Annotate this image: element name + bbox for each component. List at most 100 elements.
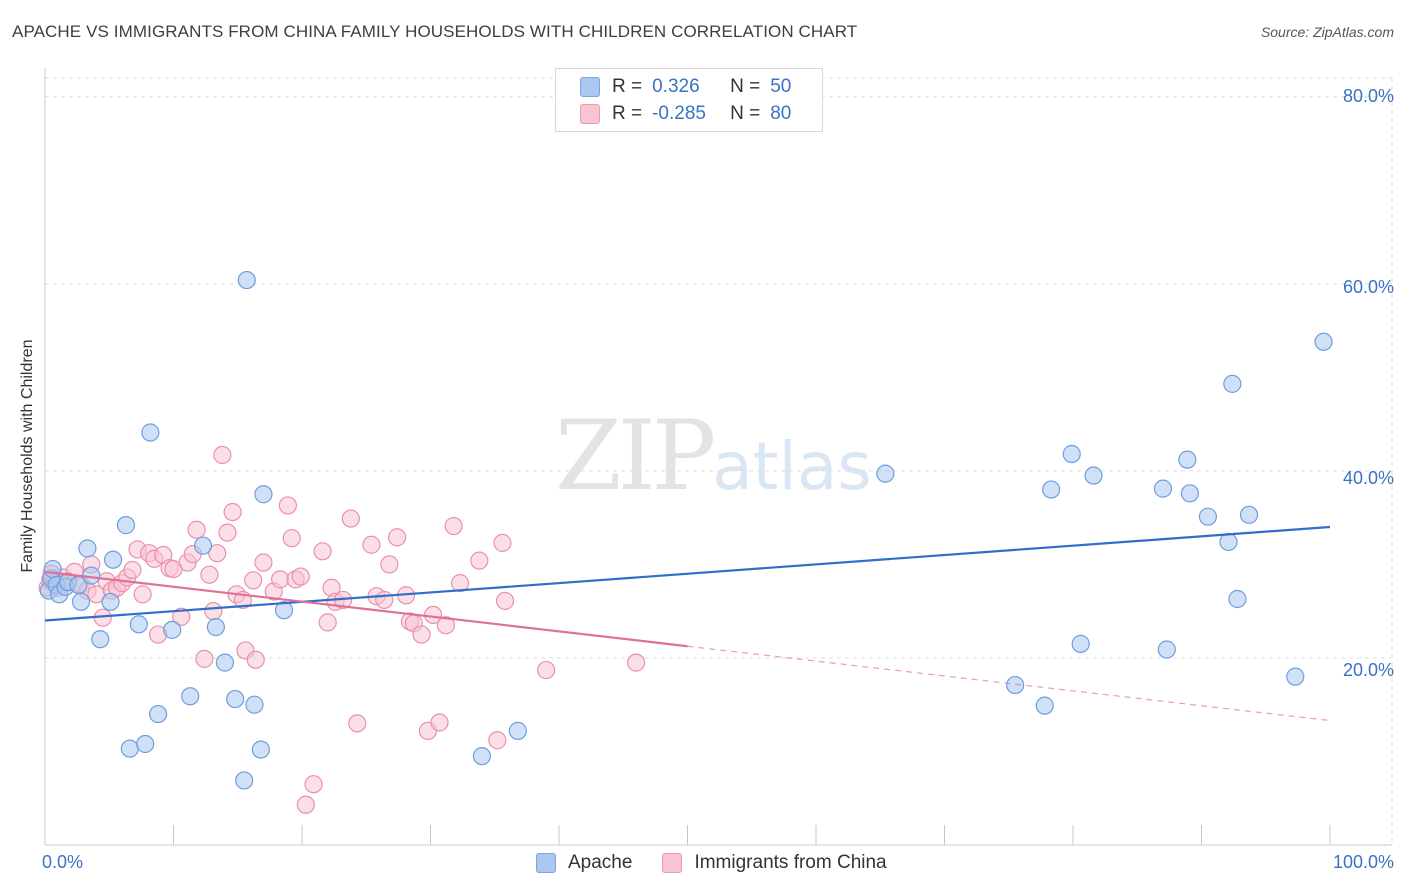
point-china-75: [488, 731, 507, 750]
point-apache-19: [148, 704, 168, 724]
point-china-52: [313, 542, 332, 561]
point-china-47: [282, 529, 301, 548]
point-china-20: [133, 585, 152, 604]
y-tick-label-40: 40.0%: [1342, 468, 1394, 488]
point-china-63: [387, 528, 407, 547]
legend-r-value: 0.326: [652, 76, 700, 97]
legend-r-label: R =: [612, 103, 643, 124]
point-china-62: [380, 555, 399, 574]
point-apache-14: [116, 516, 136, 535]
point-china-33: [204, 602, 223, 621]
x-tick-label-max: 100.0%: [1332, 852, 1394, 872]
series-label-apache: Apache: [568, 852, 633, 873]
point-apache-34: [876, 464, 895, 483]
y-tick-label-20: 20.0%: [1342, 660, 1394, 680]
point-apache-36: [1035, 696, 1054, 715]
point-china-32: [200, 565, 219, 584]
trendline-extension-china: [687, 645, 1331, 722]
point-apache-15: [120, 739, 139, 758]
point-china-45: [271, 570, 290, 589]
point-apache-13: [104, 550, 123, 569]
point-apache-23: [206, 617, 226, 637]
point-china-27: [172, 607, 191, 626]
point-china-43: [254, 553, 273, 572]
y-tick-label-60: 60.0%: [1342, 277, 1394, 297]
point-apache-27: [237, 270, 256, 290]
point-apache-9: [78, 539, 97, 558]
x-tick-label-min: 0.0%: [42, 852, 84, 872]
watermark: ZIPatlas: [555, 400, 872, 512]
series-label-china: Immigrants from China: [694, 852, 887, 873]
chart-source: Source: ZipAtlas.com: [1260, 24, 1394, 40]
point-china-59: [362, 535, 381, 554]
point-apache-35: [1006, 675, 1025, 695]
point-apache-41: [1153, 479, 1173, 498]
trendline-apache: [44, 525, 1331, 622]
legend-n-value: 80: [770, 103, 792, 124]
point-apache-46: [1219, 532, 1238, 552]
point-china-74: [470, 551, 489, 570]
point-apache-44: [1180, 484, 1200, 503]
point-china-70: [430, 713, 449, 732]
point-china-58: [348, 714, 367, 733]
correlation-legend: R = 0.326 N = 50 R = -0.285 N = 80: [555, 68, 823, 132]
point-apache-49: [1239, 505, 1259, 524]
point-china-77: [495, 591, 515, 610]
point-china-30: [187, 520, 206, 539]
point-apache-18: [141, 423, 160, 442]
legend-n-label: N =: [730, 103, 761, 124]
point-apache-26: [235, 771, 254, 790]
point-china-35: [213, 445, 232, 465]
trendline-china: [44, 570, 688, 648]
point-apache-50: [1286, 667, 1305, 686]
point-apache-48: [1228, 589, 1247, 609]
point-china-34: [208, 544, 227, 563]
point-apache-45: [1198, 507, 1218, 526]
point-china-37: [223, 502, 242, 522]
point-china-36: [218, 523, 237, 542]
point-china-78: [537, 660, 556, 680]
point-apache-20: [163, 620, 182, 639]
point-china-71: [436, 616, 456, 635]
watermark-atlas: atlas: [712, 428, 872, 505]
axis-layer: [44, 68, 1392, 846]
legend-swatch-apache: [580, 77, 600, 97]
point-apache-42: [1157, 640, 1176, 659]
y-tick-label-80: 80.0%: [1342, 86, 1394, 106]
point-apache-43: [1178, 450, 1197, 469]
legend-r-label: R =: [612, 76, 643, 97]
point-apache-11: [91, 630, 110, 649]
point-china-46: [278, 496, 297, 515]
point-apache-21: [181, 687, 200, 706]
point-apache-32: [472, 747, 491, 766]
series-legend: Apache Immigrants from China: [536, 852, 917, 874]
legend-row-china: R = -0.285 N = 80: [580, 100, 791, 128]
point-apache-28: [245, 695, 264, 714]
point-china-41: [244, 571, 263, 590]
point-china-53: [318, 613, 337, 632]
series-legend-apache[interactable]: Apache: [536, 852, 632, 874]
point-apache-37: [1042, 480, 1061, 499]
series-legend-china[interactable]: Immigrants from China: [662, 852, 887, 874]
point-china-42: [246, 650, 265, 669]
point-china-57: [341, 509, 360, 528]
point-apache-38: [1062, 444, 1081, 464]
point-apache-39: [1071, 634, 1090, 653]
trend-layer: [44, 525, 1331, 722]
point-apache-51: [1314, 332, 1333, 351]
point-china-18: [123, 560, 142, 580]
point-china-72: [444, 516, 463, 536]
point-china-61: [375, 590, 394, 610]
point-china-79: [626, 653, 646, 672]
point-china-67: [412, 625, 431, 644]
series-swatch-china: [662, 853, 683, 873]
point-china-31: [195, 649, 214, 668]
point-apache-29: [251, 740, 270, 759]
chart-title: APACHE VS IMMIGRANTS FROM CHINA FAMILY H…: [12, 22, 858, 41]
point-apache-33: [508, 721, 527, 740]
points-layer: [38, 270, 1333, 814]
point-apache-25: [226, 689, 245, 709]
point-china-49: [291, 567, 310, 586]
point-apache-22: [193, 536, 213, 555]
